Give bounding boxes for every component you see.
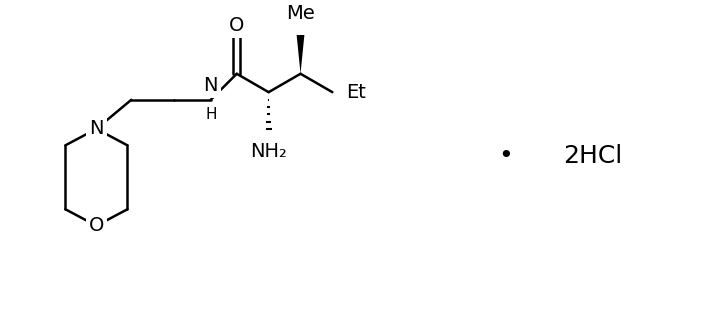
Text: NH₂: NH₂ xyxy=(250,142,287,161)
Text: O: O xyxy=(229,16,244,35)
Text: H: H xyxy=(206,107,218,122)
Polygon shape xyxy=(296,35,304,74)
Text: •: • xyxy=(498,144,513,168)
Text: Me: Me xyxy=(286,5,315,23)
Text: N: N xyxy=(89,119,104,138)
Text: 2HCl: 2HCl xyxy=(563,144,623,168)
Text: N: N xyxy=(203,76,218,95)
Text: Et: Et xyxy=(346,83,366,102)
Text: O: O xyxy=(89,216,104,235)
